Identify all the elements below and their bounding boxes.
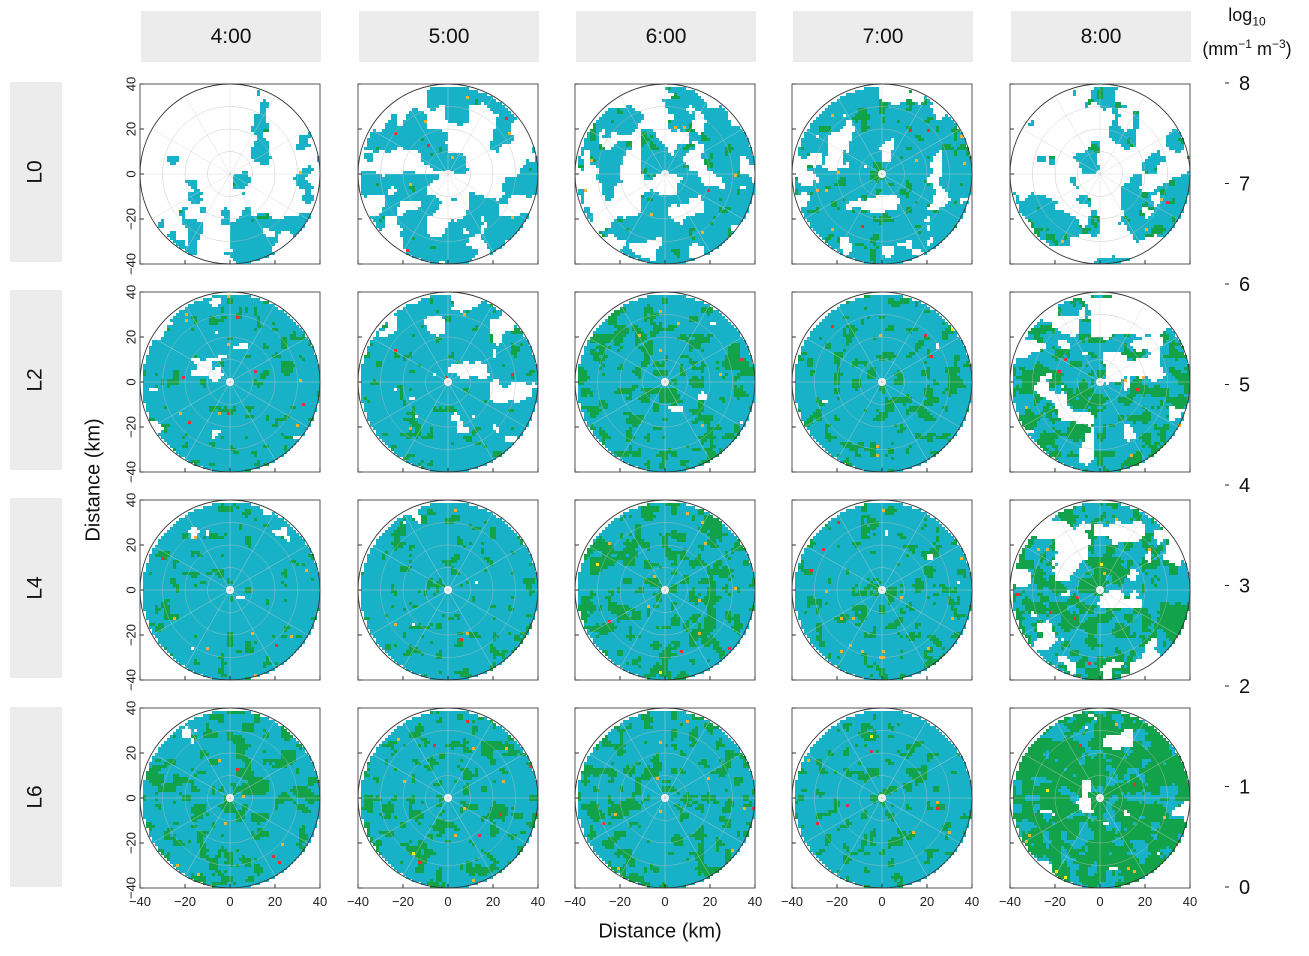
colorbar-tick-label: 2 xyxy=(1239,676,1250,698)
x-tick-label: −20 xyxy=(174,894,196,909)
x-tick-label: 0 xyxy=(444,894,451,909)
panel-L4-4 xyxy=(1010,500,1190,680)
x-tick-label: 20 xyxy=(920,894,934,909)
panel-L2-3 xyxy=(792,292,972,472)
y-tick-label: −40 xyxy=(123,253,138,275)
colorbar-tick-label: 8 xyxy=(1239,73,1250,95)
panel-L2-1 xyxy=(358,292,538,472)
panel-L6-1: −40 −20 0 20 40 xyxy=(347,708,545,909)
colorbar-tick-label: 6 xyxy=(1239,274,1250,296)
panel-L2-2 xyxy=(575,292,755,472)
y-tick-label: −20 xyxy=(123,832,138,854)
y-tick-label: 40 xyxy=(123,285,138,299)
x-tick-label: 0 xyxy=(1096,894,1103,909)
x-tick-label: −40 xyxy=(781,894,803,909)
panel-L0-4 xyxy=(1010,84,1190,264)
colorbar-tick-label: 0 xyxy=(1239,877,1250,899)
x-tick-label: 0 xyxy=(226,894,233,909)
y-tick-label: 20 xyxy=(123,122,138,136)
x-tick-label: 40 xyxy=(965,894,979,909)
y-tick-label: 0 xyxy=(123,170,138,177)
panel-L6-3: −40 −20 0 20 40 xyxy=(781,708,979,909)
x-tick-label: 20 xyxy=(486,894,500,909)
colorbar: 0 1 2 3 4 5 6 7 8 xyxy=(1225,73,1250,899)
x-tick-label: 40 xyxy=(313,894,327,909)
y-tick-label: −40 xyxy=(123,461,138,483)
panel-L6-4: −40 −20 0 20 40 xyxy=(999,708,1197,909)
panel-L2-4 xyxy=(1010,292,1190,472)
x-tick-label: −40 xyxy=(564,894,586,909)
y-tick-label: 40 xyxy=(123,701,138,715)
panel-L6-2: −40 −20 0 20 40 xyxy=(564,708,762,909)
y-tick-label: 20 xyxy=(123,746,138,760)
colorbar-tick-label: 4 xyxy=(1239,475,1250,497)
panel-L4-1 xyxy=(358,500,538,680)
x-tick-label: −20 xyxy=(609,894,631,909)
y-tick-label: 0 xyxy=(123,586,138,593)
panel-L2-0: 40 20 0 −20 −40 xyxy=(123,285,320,483)
x-tick-label: 40 xyxy=(1183,894,1197,909)
panel-L0-1 xyxy=(358,84,538,264)
x-tick-label: −20 xyxy=(1044,894,1066,909)
colorbar-tick-label: 7 xyxy=(1239,174,1250,196)
y-tick-label: 0 xyxy=(123,794,138,801)
x-tick-label: −20 xyxy=(826,894,848,909)
x-tick-label: 20 xyxy=(268,894,282,909)
y-tick-label: 20 xyxy=(123,330,138,344)
colorbar-tick-label: 1 xyxy=(1239,777,1250,799)
x-tick-label: 20 xyxy=(703,894,717,909)
y-tick-label: 40 xyxy=(123,493,138,507)
y-tick-label: 0 xyxy=(123,378,138,385)
x-tick-label: −40 xyxy=(129,894,151,909)
x-tick-label: 20 xyxy=(1138,894,1152,909)
y-tick-label: −20 xyxy=(123,624,138,646)
y-tick-label: −20 xyxy=(123,416,138,438)
x-tick-label: 0 xyxy=(661,894,668,909)
panel-L0-0: 40 20 0 −20 −40 xyxy=(123,77,320,275)
y-tick-label: −20 xyxy=(123,208,138,230)
panel-L4-2 xyxy=(575,500,755,680)
x-tick-label: −40 xyxy=(347,894,369,909)
colorbar-tick-label: 3 xyxy=(1239,576,1250,598)
y-tick-label: 20 xyxy=(123,538,138,552)
colorbar-tick-label: 5 xyxy=(1239,375,1250,397)
panel-L4-3 xyxy=(792,500,972,680)
x-tick-label: 40 xyxy=(748,894,762,909)
y-tick-label: −40 xyxy=(123,669,138,691)
x-tick-label: 40 xyxy=(531,894,545,909)
panel-L0-2 xyxy=(575,84,755,264)
panel-L4-0: 40 20 0 −20 −40 xyxy=(123,493,320,691)
y-tick-label: 40 xyxy=(123,77,138,91)
panel-L0-3 xyxy=(792,84,972,264)
x-tick-label: −40 xyxy=(999,894,1021,909)
x-tick-label: −20 xyxy=(392,894,414,909)
x-tick-label: 0 xyxy=(878,894,885,909)
